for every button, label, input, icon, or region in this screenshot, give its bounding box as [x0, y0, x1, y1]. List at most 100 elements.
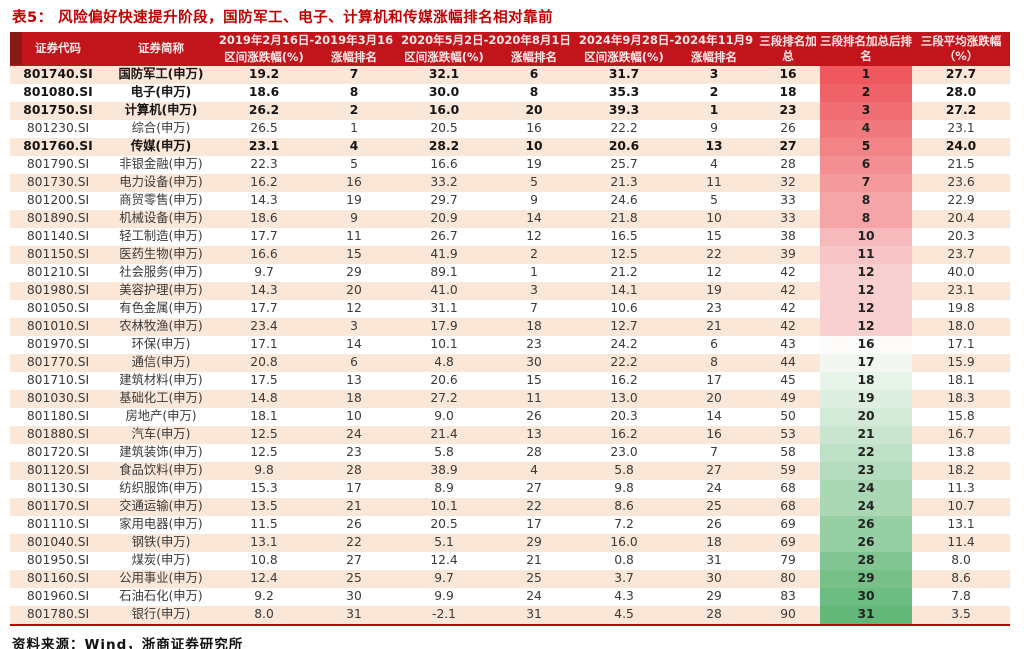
- cell-rank-2019: 14: [312, 335, 397, 354]
- cell-change-2020: 26.7: [396, 227, 493, 246]
- cell-rank-sum: 50: [756, 407, 821, 426]
- table-row: 801080.SI 电子(申万) 18.6 8 30.0 8 35.3 2 18 2 28.0: [10, 83, 1011, 102]
- table-title: 表5： 风险偏好快速提升阶段，国防军工、电子、计算机和传媒涨幅排名相对靠前: [12, 10, 554, 26]
- cell-code: 801120.SI: [10, 461, 106, 480]
- cell-change-2024: 12.7: [576, 317, 673, 336]
- table-row: 801880.SI 汽车(申万) 12.5 24 21.4 13 16.2 16 53 21 16.…: [10, 425, 1011, 444]
- cell-change-2019: 19.2: [216, 65, 312, 84]
- cell-rank-2020: 26: [492, 407, 577, 426]
- cell-change-2020: 21.4: [396, 425, 493, 444]
- cell-rank-2019: 2: [312, 101, 397, 120]
- cell-final-rank: 1: [820, 65, 913, 84]
- cell-final-rank: 24: [820, 479, 913, 498]
- cell-rank-2019: 30: [312, 587, 397, 606]
- cell-change-2019: 9.8: [216, 461, 312, 480]
- cell-final-rank: 7: [820, 173, 913, 192]
- cell-rank-2020: 16: [492, 119, 577, 138]
- cell-rank-2019: 18: [312, 389, 397, 408]
- cell-avg-change: 8.0: [912, 551, 1011, 570]
- cell-change-2020: 5.1: [396, 533, 493, 552]
- cell-code: 801210.SI: [10, 263, 106, 282]
- cell-rank-2019: 21: [312, 497, 397, 516]
- cell-name: 环保(申万): [106, 335, 216, 354]
- table-body: 801740.SI 国防军工(申万) 19.2 7 32.1 6 31.7 3 16 1 27.7 8…: [10, 65, 1011, 625]
- cell-code: 801010.SI: [10, 317, 106, 336]
- cell-rank-sum: 26: [756, 119, 821, 138]
- cell-name: 农林牧渔(申万): [106, 317, 216, 336]
- cell-final-rank: 6: [820, 155, 913, 174]
- table-row: 801960.SI 石油石化(申万) 9.2 30 9.9 24 4.3 29 83 30 7.8: [10, 587, 1011, 606]
- cell-change-2019: 17.5: [216, 371, 312, 390]
- cell-change-2019: 18.6: [216, 209, 312, 228]
- table-row: 801160.SI 公用事业(申万) 12.4 25 9.7 25 3.7 30 80 29 8.6: [10, 569, 1011, 588]
- cell-rank-2024: 1: [672, 101, 757, 120]
- cell-rank-sum: 18: [756, 83, 821, 102]
- cell-code: 801770.SI: [10, 353, 106, 372]
- cell-rank-sum: 69: [756, 533, 821, 552]
- cell-name: 综合(申万): [106, 119, 216, 138]
- cell-change-2024: 10.6: [576, 299, 673, 318]
- cell-rank-sum: 32: [756, 173, 821, 192]
- cell-rank-2024: 27: [672, 461, 757, 480]
- cell-rank-2020: 17: [492, 515, 577, 534]
- cell-change-2024: 21.8: [576, 209, 673, 228]
- cell-change-2020: 33.2: [396, 173, 493, 192]
- cell-change-2024: 4.5: [576, 605, 673, 625]
- cell-avg-change: 13.8: [912, 443, 1011, 462]
- cell-rank-2024: 21: [672, 317, 757, 336]
- cell-rank-2019: 13: [312, 371, 397, 390]
- cell-rank-sum: 49: [756, 389, 821, 408]
- cell-name: 基础化工(申万): [106, 389, 216, 408]
- cell-rank-2020: 14: [492, 209, 577, 228]
- cell-rank-2024: 5: [672, 191, 757, 210]
- cell-rank-2024: 28: [672, 605, 757, 625]
- cell-change-2024: 4.3: [576, 587, 673, 606]
- cell-avg-change: 28.0: [912, 83, 1011, 102]
- cell-name: 医药生物(申万): [106, 245, 216, 264]
- cell-final-rank: 24: [820, 497, 913, 516]
- cell-avg-change: 18.2: [912, 461, 1011, 480]
- cell-rank-sum: 79: [756, 551, 821, 570]
- cell-name: 通信(申万): [106, 353, 216, 372]
- cell-final-rank: 12: [820, 281, 913, 300]
- cell-rank-sum: 27: [756, 137, 821, 156]
- table-row: 801980.SI 美容护理(申万) 14.3 20 41.0 3 14.1 19 42 12 23…: [10, 281, 1011, 300]
- cell-change-2020: 28.2: [396, 137, 493, 156]
- cell-code: 801180.SI: [10, 407, 106, 426]
- cell-change-2024: 9.8: [576, 479, 673, 498]
- cell-avg-change: 20.4: [912, 209, 1011, 228]
- cell-name: 传媒(申万): [106, 137, 216, 156]
- cell-rank-sum: 33: [756, 191, 821, 210]
- cell-change-2020: 38.9: [396, 461, 493, 480]
- cell-rank-2019: 15: [312, 245, 397, 264]
- cell-change-2024: 24.2: [576, 335, 673, 354]
- cell-change-2020: 30.0: [396, 83, 493, 102]
- cell-change-2019: 9.2: [216, 587, 312, 606]
- col-subheader-rank-2020: 涨幅排名: [492, 48, 577, 66]
- cell-change-2020: 4.8: [396, 353, 493, 372]
- cell-change-2019: 26.2: [216, 101, 312, 120]
- table-container: 证券代码 证券简称 2019年2月16日-2019年3月16 2020年5月2日…: [10, 32, 1011, 626]
- cell-rank-2024: 10: [672, 209, 757, 228]
- cell-name: 社会服务(申万): [106, 263, 216, 282]
- cell-rank-2024: 19: [672, 281, 757, 300]
- table-row: 801140.SI 轻工制造(申万) 17.7 11 26.7 12 16.5 15 38 10 2…: [10, 227, 1011, 246]
- cell-change-2019: 17.1: [216, 335, 312, 354]
- cell-change-2024: 25.7: [576, 155, 673, 174]
- cell-avg-change: 15.9: [912, 353, 1011, 372]
- cell-change-2024: 35.3: [576, 83, 673, 102]
- cell-change-2024: 20.6: [576, 137, 673, 156]
- cell-rank-sum: 68: [756, 479, 821, 498]
- cell-rank-2024: 12: [672, 263, 757, 282]
- cell-name: 钢铁(申万): [106, 533, 216, 552]
- cell-avg-change: 15.8: [912, 407, 1011, 426]
- cell-code: 801140.SI: [10, 227, 106, 246]
- cell-name: 商贸零售(申万): [106, 191, 216, 210]
- cell-code: 801780.SI: [10, 605, 106, 625]
- cell-change-2019: 18.1: [216, 407, 312, 426]
- cell-code: 801750.SI: [10, 101, 106, 120]
- cell-name: 汽车(申万): [106, 425, 216, 444]
- sector-performance-table: 证券代码 证券简称 2019年2月16日-2019年3月16 2020年5月2日…: [10, 32, 1011, 626]
- col-header-final-rank: 三段排名加总后排名: [820, 32, 913, 66]
- cell-change-2020: 89.1: [396, 263, 493, 282]
